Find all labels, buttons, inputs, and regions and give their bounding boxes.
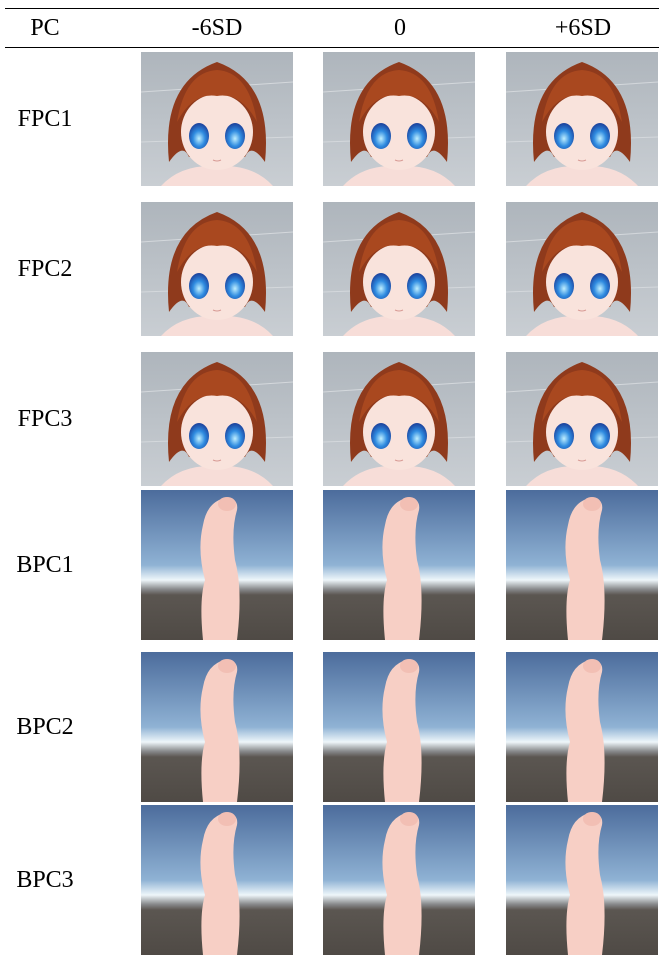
row-label: FPC2: [17, 256, 73, 282]
row-label: FPC1: [17, 106, 73, 132]
face-render: [506, 202, 658, 336]
face-render: [141, 202, 293, 336]
row-label: BPC1: [16, 552, 74, 578]
face-render: [141, 52, 293, 186]
face-render: [323, 202, 475, 336]
body-render: [506, 490, 658, 640]
face-render: [323, 352, 475, 486]
body-render: [506, 805, 658, 955]
face-render: [323, 52, 475, 186]
face-render: [141, 352, 293, 486]
top-rule: [5, 8, 659, 9]
body-render: [141, 490, 293, 640]
body-render: [323, 805, 475, 955]
body-render: [323, 652, 475, 802]
body-render: [323, 490, 475, 640]
column-header: -6SD: [191, 15, 243, 41]
column-header: +6SD: [554, 15, 612, 41]
row-label: BPC3: [16, 867, 74, 893]
body-render: [506, 652, 658, 802]
row-label: BPC2: [16, 714, 74, 740]
header-rule: [5, 47, 659, 48]
column-header: PC: [30, 15, 60, 41]
row-label: FPC3: [17, 406, 73, 432]
face-render: [506, 352, 658, 486]
column-header: 0: [394, 15, 406, 41]
body-render: [141, 652, 293, 802]
face-render: [506, 52, 658, 186]
body-render: [141, 805, 293, 955]
